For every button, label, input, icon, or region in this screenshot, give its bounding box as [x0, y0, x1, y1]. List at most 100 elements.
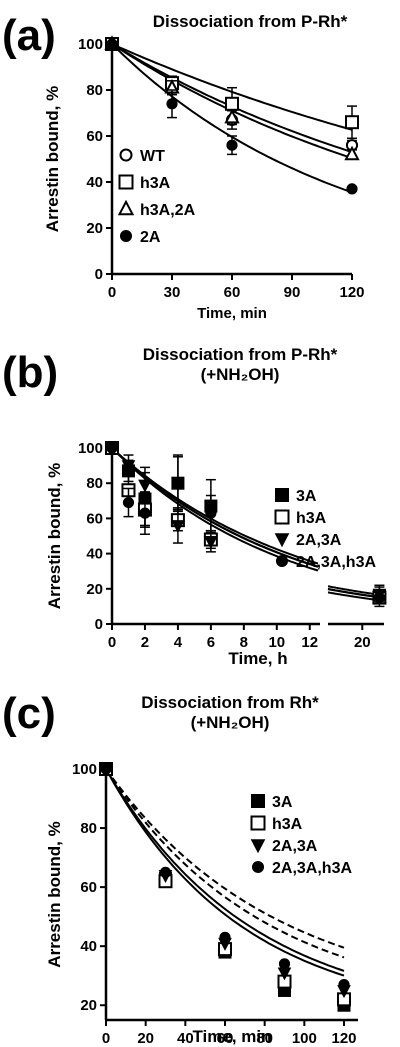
panel-letter: (b): [2, 348, 58, 397]
x-tick-label: 20: [137, 1030, 154, 1047]
y-tick-label: 20: [86, 581, 103, 598]
y-tick-label: 40: [86, 546, 103, 563]
data-point: [122, 496, 135, 509]
legend: WT h3A h3A,2A 2A: [117, 148, 196, 246]
y-axis-label: Arrestin bound, %: [45, 821, 64, 967]
data-point: [338, 978, 350, 991]
data-point: [138, 479, 152, 493]
data-point: [166, 98, 178, 110]
series-3a: [99, 762, 351, 1012]
legend: 3A h3A 2A,3A 2A,3A,h3A: [274, 488, 376, 571]
y-tick-label: 20: [80, 997, 97, 1014]
data-point: [373, 592, 386, 604]
fit-curves: [111, 447, 380, 602]
panel-letter: (a): [2, 11, 56, 60]
y-tick-label: 100: [78, 440, 103, 457]
y-tick-label: 40: [80, 938, 97, 955]
data-point: [205, 507, 217, 519]
fit-curve: [105, 768, 345, 977]
y-tick-label: 60: [80, 879, 97, 896]
x-tick-label: 0: [108, 634, 116, 651]
data-point: [100, 763, 112, 775]
data-point: [224, 108, 240, 124]
data-point: [346, 183, 358, 195]
legend-marker: [275, 554, 289, 568]
x-tick-label: 120: [331, 1030, 356, 1047]
y-tick-label: 40: [86, 174, 103, 191]
legend-marker: [119, 229, 133, 243]
x-tick-label: 6: [207, 634, 215, 651]
legend-marker: [251, 794, 265, 808]
panel-c: (c) Dissociation from Rh*(+NH₂OH) Arrestin…: [2, 689, 358, 1047]
x-tick-label: 60: [217, 1030, 234, 1047]
legend-label: 2A: [140, 229, 161, 246]
x-tick-label: 20: [354, 634, 371, 651]
y-tick-label: 100: [72, 761, 97, 778]
x-tick-label: 80: [256, 1030, 273, 1047]
fit-curve: [327, 585, 380, 596]
data-point: [172, 477, 184, 489]
legend-label: h3A,2A: [140, 202, 196, 219]
x-tick-label: 90: [284, 284, 301, 301]
legend-marker: [250, 839, 266, 854]
x-tick-label: 8: [240, 634, 248, 651]
y-axis-label: Arrestin bound, %: [43, 86, 62, 232]
data-point: [106, 442, 118, 454]
y-tick-label: 0: [95, 616, 103, 633]
fit-curve: [105, 768, 345, 959]
data-point: [159, 866, 172, 878]
axes: 20 40 60 80 100 0 20 40 60 80 100 120: [72, 761, 358, 1047]
legend-label: h3A: [296, 510, 327, 527]
fit-curve: [111, 447, 319, 568]
legend-label: WT: [140, 148, 165, 165]
data-point: [106, 38, 118, 50]
legend-marker: [119, 148, 133, 162]
fit-curves: [105, 768, 345, 977]
legend-label: 2A,3A,h3A: [272, 860, 352, 877]
panel-title: Dissociation from P-Rh*: [153, 12, 348, 31]
x-tick-label: 2: [141, 634, 149, 651]
legend-label: h3A: [272, 816, 303, 833]
legend-label: 3A: [296, 488, 317, 505]
x-tick-label: 0: [108, 284, 116, 301]
axes: 0 20 40 60 80 100 0 2 4 6 8 10 12 20: [78, 440, 384, 651]
legend-label: 3A: [272, 794, 293, 811]
data-point: [171, 520, 185, 534]
data-point: [278, 958, 291, 970]
x-tick-label: 60: [224, 284, 241, 301]
x-tick-label: 12: [301, 634, 318, 651]
x-tick-label: 40: [177, 1030, 194, 1047]
x-tick-label: 30: [164, 284, 181, 301]
y-tick-label: 20: [86, 220, 103, 237]
panel-title: Dissociation from Rh*: [141, 693, 319, 712]
panel-a: (a) Dissociation from P-Rh* Arrestin bound…: [2, 11, 365, 322]
legend-marker: [251, 860, 265, 874]
axes: 0 20 40 60 80 100 0 30 60 90 120: [78, 36, 365, 301]
data-point: [225, 96, 239, 111]
y-tick-label: 80: [80, 820, 97, 837]
data-point: [121, 460, 136, 474]
y-tick-label: 80: [86, 82, 103, 99]
data-point: [226, 139, 238, 151]
x-tick-label: 10: [268, 634, 285, 651]
y-tick-label: 60: [86, 128, 103, 145]
y-tick-label: 80: [86, 475, 103, 492]
legend-marker: [274, 533, 290, 548]
y-axis-label: Arrestin bound, %: [45, 463, 64, 609]
fit-curve: [111, 447, 319, 565]
data-point: [345, 115, 359, 130]
series-2a-3a: [99, 763, 351, 999]
series-2a: [106, 38, 358, 195]
panel-title: (+NH₂OH): [191, 713, 270, 732]
x-tick-label: 100: [292, 1030, 317, 1047]
data-point: [344, 145, 360, 161]
data-point: [204, 535, 218, 549]
legend-label: 2A,3A: [272, 838, 318, 855]
fit-curve: [327, 591, 380, 602]
x-tick-label: 4: [174, 634, 183, 651]
legend-label: 2A,3A,h3A: [296, 554, 376, 571]
series-h3a: [105, 441, 387, 605]
panel-b: (b) Dissociation from P-Rh*(+NH₂OH) Arrest…: [2, 345, 387, 668]
legend-marker: [118, 174, 134, 190]
